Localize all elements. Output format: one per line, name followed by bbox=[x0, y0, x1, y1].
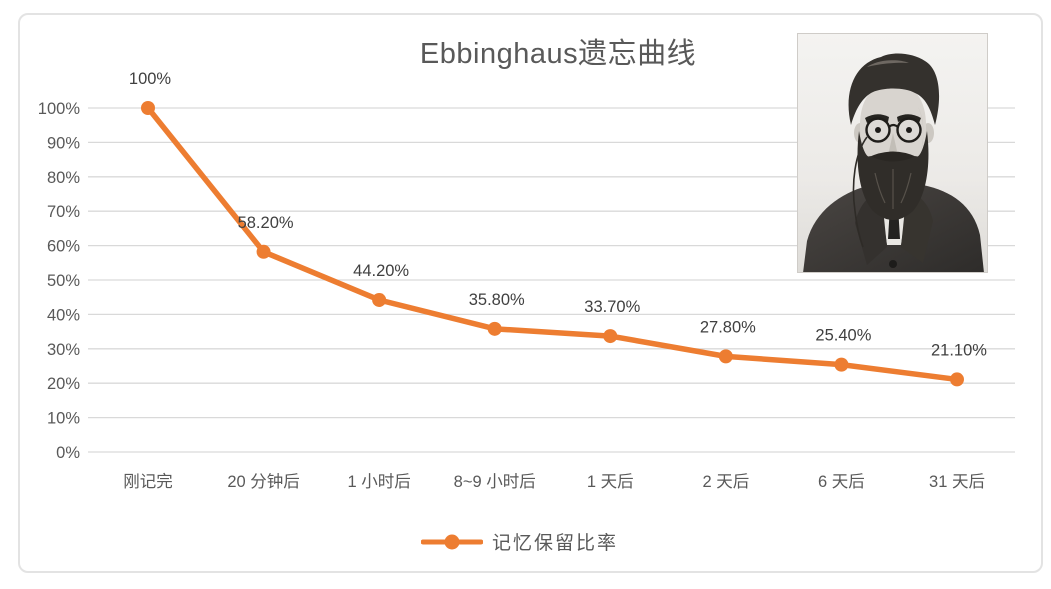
y-axis-tick-label: 80% bbox=[47, 169, 80, 187]
x-axis-category-label: 20 分钟后 bbox=[227, 472, 299, 491]
legend-series-label: 记忆保留比率 bbox=[492, 533, 619, 554]
x-axis-category-label: 刚记完 bbox=[123, 472, 173, 491]
y-axis-tick-label: 40% bbox=[47, 306, 80, 324]
glasses-icon bbox=[865, 117, 922, 143]
y-axis-tick-label: 50% bbox=[47, 272, 80, 290]
x-axis-category-label: 1 天后 bbox=[587, 472, 634, 491]
jacket-button bbox=[889, 260, 897, 268]
memory-retention-line bbox=[145, 105, 960, 383]
ebbinghaus-portrait-photo bbox=[797, 33, 988, 273]
y-axis-tick-label: 70% bbox=[47, 203, 80, 221]
x-axis-category-label: 6 天后 bbox=[818, 472, 865, 491]
x-axis-category-label: 31 天后 bbox=[929, 472, 985, 491]
y-axis-tick-label: 0% bbox=[56, 444, 80, 462]
hair-highlight bbox=[867, 60, 909, 67]
nose bbox=[889, 133, 897, 153]
x-axis-category-label: 1 小时后 bbox=[348, 472, 411, 491]
data-point-label: 21.10% bbox=[931, 341, 987, 359]
y-axis-tick-label: 20% bbox=[47, 375, 80, 393]
data-point-label: 25.40% bbox=[815, 327, 871, 345]
data-point-label: 27.80% bbox=[700, 318, 756, 336]
photo-border bbox=[797, 33, 988, 273]
y-axis-tick-label: 100% bbox=[38, 100, 81, 118]
hair bbox=[848, 53, 940, 125]
chart-title: Ebbinghaus遗忘曲线 bbox=[419, 38, 697, 70]
data-point-marker bbox=[949, 372, 964, 387]
data-point-marker bbox=[256, 244, 271, 259]
chart-legend: 记忆保留比率 bbox=[421, 528, 618, 555]
data-point-marker bbox=[141, 101, 155, 115]
y-axis-tick-label: 30% bbox=[47, 341, 80, 359]
data-point-label: 44.20% bbox=[353, 262, 409, 280]
beard-texture bbox=[874, 168, 912, 209]
data-point-marker bbox=[487, 321, 502, 336]
data-point-label: 33.70% bbox=[584, 298, 640, 316]
data-point-marker bbox=[718, 349, 733, 364]
y-axis-tick-label: 90% bbox=[47, 134, 80, 152]
data-point-label: 35.80% bbox=[469, 291, 525, 309]
x-axis-category-label: 8~9 小时后 bbox=[454, 472, 536, 491]
data-point-label: 100% bbox=[129, 70, 172, 88]
legend-line-marker-icon bbox=[421, 534, 483, 549]
x-axis-category-label: 2 天后 bbox=[702, 472, 749, 491]
y-axis-tick-label: 60% bbox=[47, 238, 80, 256]
data-point-label: 58.20% bbox=[238, 214, 294, 232]
data-point-marker bbox=[603, 329, 618, 344]
y-axis-tick-label: 10% bbox=[47, 410, 80, 428]
data-point-marker bbox=[834, 357, 849, 372]
data-point-marker bbox=[372, 292, 387, 307]
